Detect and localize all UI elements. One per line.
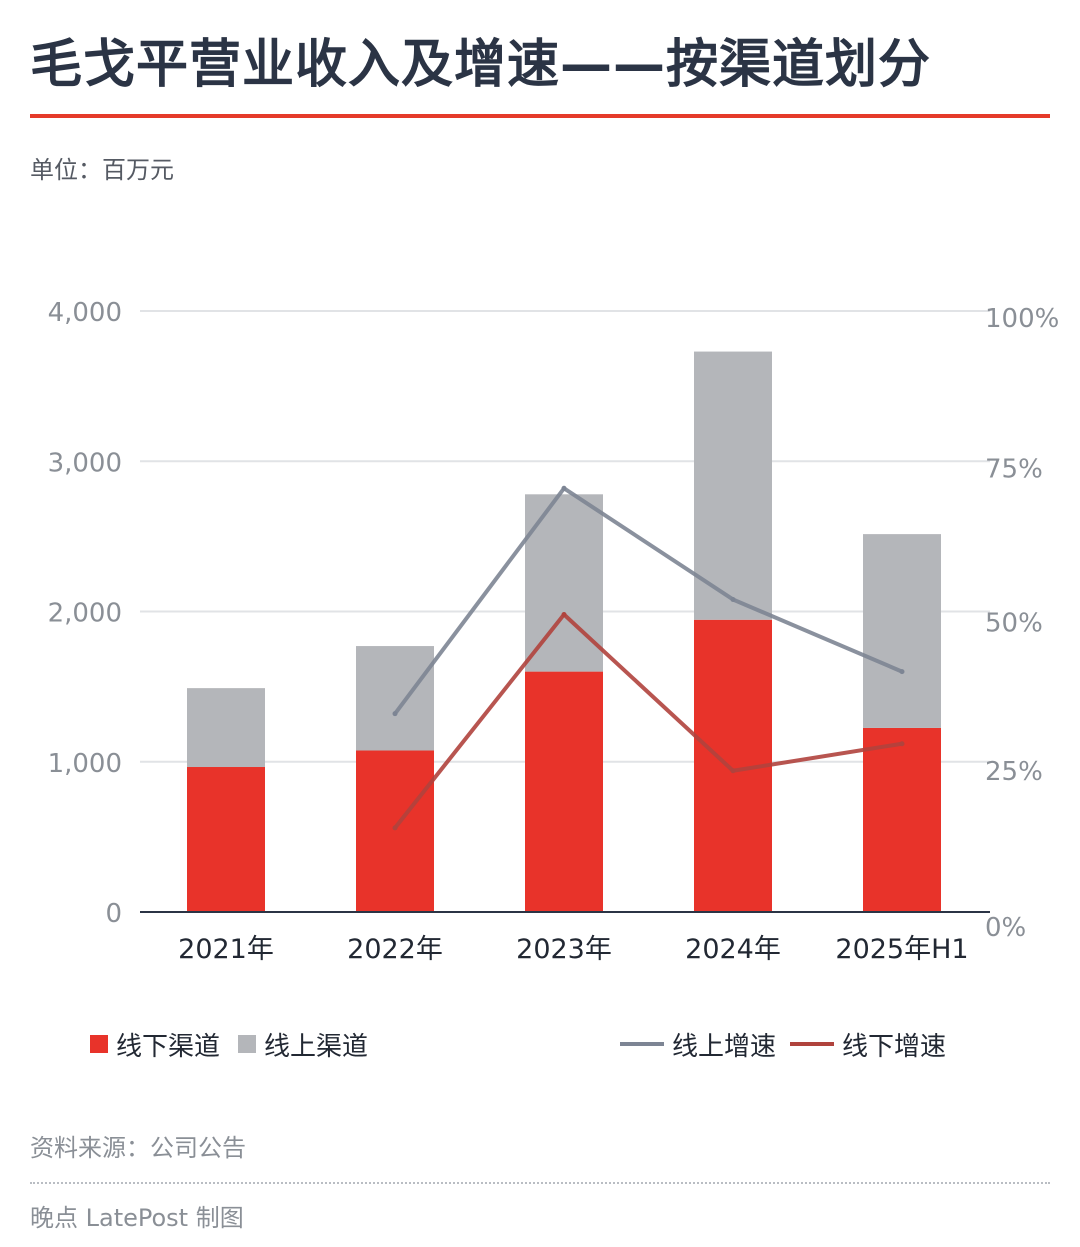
offline-growth-line-point <box>561 612 567 618</box>
bar-online-channel <box>694 351 772 620</box>
source-note: 资料来源：公司公告 <box>30 1134 246 1162</box>
right-axis-tick-label: 75% <box>985 454 1043 484</box>
legend-online-swatch <box>238 1035 256 1053</box>
category-tick-label: 2023年 <box>516 934 612 965</box>
offline-growth-line <box>393 612 903 830</box>
offline-growth-line-point <box>899 741 905 747</box>
bar-offline-channel <box>187 767 265 912</box>
bar-series <box>187 351 941 912</box>
category-tick-label: 2025年H1 <box>835 934 968 965</box>
bar-online-channel <box>356 646 434 751</box>
credit-note: 晚点 LatePost 制图 <box>30 1204 244 1232</box>
legend-online-growth-swatch <box>620 1042 664 1046</box>
left-axis-tick-label: 2,000 <box>48 599 122 629</box>
online-growth-line-point <box>730 596 736 602</box>
online-growth-line-point <box>899 669 905 675</box>
legend-online-channel: 线上渠道 <box>238 1026 368 1062</box>
title-divider <box>30 114 1050 118</box>
legend-offline-growth-label: 线下增速 <box>842 1031 947 1062</box>
offline-growth-line-point <box>392 825 398 831</box>
bar-online-channel <box>863 534 941 728</box>
right-axis-tick-label: 50% <box>985 609 1043 639</box>
legend-offline-growth-swatch <box>790 1042 834 1046</box>
online-growth-line-point <box>392 711 398 717</box>
category-tick-label: 2021年 <box>178 934 274 965</box>
category-tick-label: 2024年 <box>685 934 781 965</box>
bar-offline-channel <box>525 671 603 912</box>
left-axis-tick-label: 4,000 <box>48 298 122 328</box>
online-growth-line <box>393 486 903 715</box>
legend-online-growth: 线上增速 <box>620 1026 776 1062</box>
chart-title: 毛戈平营业收入及增速——按渠道划分 <box>30 35 932 95</box>
growth-lines <box>392 485 905 831</box>
right-axis-tick-label: 25% <box>985 757 1043 787</box>
footer-divider <box>30 1182 1050 1184</box>
revenue-chart: 0 1,000 2,000 3,000 4,000 0% 25% 50% 75% 100% 2021… <box>48 298 1060 965</box>
left-axis-tick-label: 1,000 <box>48 749 122 779</box>
category-tick-label: 2022年 <box>347 934 443 965</box>
legend-offline-channel: 线下渠道 <box>90 1026 220 1062</box>
axes: 0 1,000 2,000 3,000 4,000 0% 25% 50% 75% 100% 2021… <box>48 298 1060 965</box>
right-axis-tick-label: 0% <box>985 913 1026 943</box>
legend-online-label: 线上渠道 <box>264 1031 369 1062</box>
bar-offline-channel <box>356 750 434 912</box>
bar-offline-channel <box>863 727 941 912</box>
unit-label: 单位：百万元 <box>30 156 174 184</box>
bar-online-channel <box>187 688 265 768</box>
offline-growth-line-point <box>730 768 736 774</box>
left-axis-tick-label: 0 <box>105 899 122 929</box>
legend-offline-growth: 线下增速 <box>790 1026 946 1062</box>
left-axis-tick-label: 3,000 <box>48 448 122 478</box>
online-growth-line-point <box>561 485 567 491</box>
right-axis-tick-label: 100% <box>985 304 1059 334</box>
legend-offline-label: 线下渠道 <box>116 1031 221 1062</box>
legend-offline-swatch <box>90 1035 108 1053</box>
legend-online-growth-label: 线上增速 <box>672 1031 777 1062</box>
bar-online-channel <box>525 494 603 672</box>
